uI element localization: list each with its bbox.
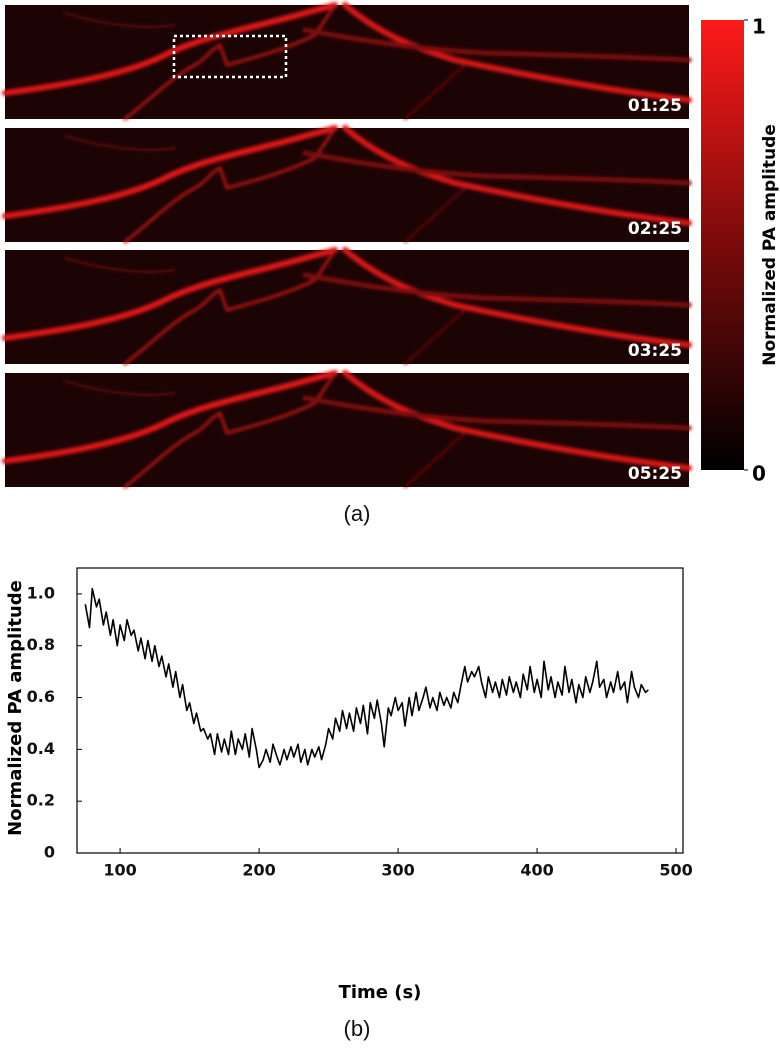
image-panel: 05:25: [5, 373, 689, 487]
y-axis-title: Normalized PA amplitude: [5, 580, 26, 836]
x-tick-label: 400: [520, 861, 553, 880]
plot-frame: [76, 567, 684, 854]
y-tick-label: 0: [44, 843, 55, 862]
caption: (a): [344, 501, 371, 526]
line: [84, 587, 649, 769]
roi-box: [172, 34, 288, 79]
caption: (b): [344, 1016, 371, 1041]
x-tick-label: 500: [659, 861, 692, 880]
image-panel: 01:25: [5, 5, 689, 119]
image-panel: 03:25: [5, 250, 689, 364]
x-tick-label: 300: [381, 861, 414, 880]
timestamp: 01:25: [628, 96, 682, 116]
x-axis-title: Time (s): [339, 982, 422, 1003]
timestamp: 02:25: [628, 219, 682, 239]
colorbar-tick-label: 0: [752, 462, 766, 486]
y-tick-label: 0.6: [27, 687, 55, 706]
image-panels: 01:25 02:25 03:25 05:25: [5, 5, 689, 487]
colorbar-tick-label: 1: [752, 15, 766, 39]
timestamp: 03:25: [628, 341, 682, 361]
x-tick-label: 100: [103, 861, 136, 880]
colorbar-label: Normalized PA amplitude: [760, 124, 780, 366]
y-tick-label: 0.4: [27, 739, 55, 758]
image-panel: 02:25: [5, 128, 689, 242]
y-tick-label: 1.0: [27, 583, 55, 602]
colorbar: [701, 20, 744, 470]
y-tick-label: 0.8: [27, 635, 55, 654]
timestamp: 05:25: [628, 464, 682, 484]
x-tick-label: 200: [242, 861, 275, 880]
y-tick-label: 0.2: [27, 791, 55, 810]
